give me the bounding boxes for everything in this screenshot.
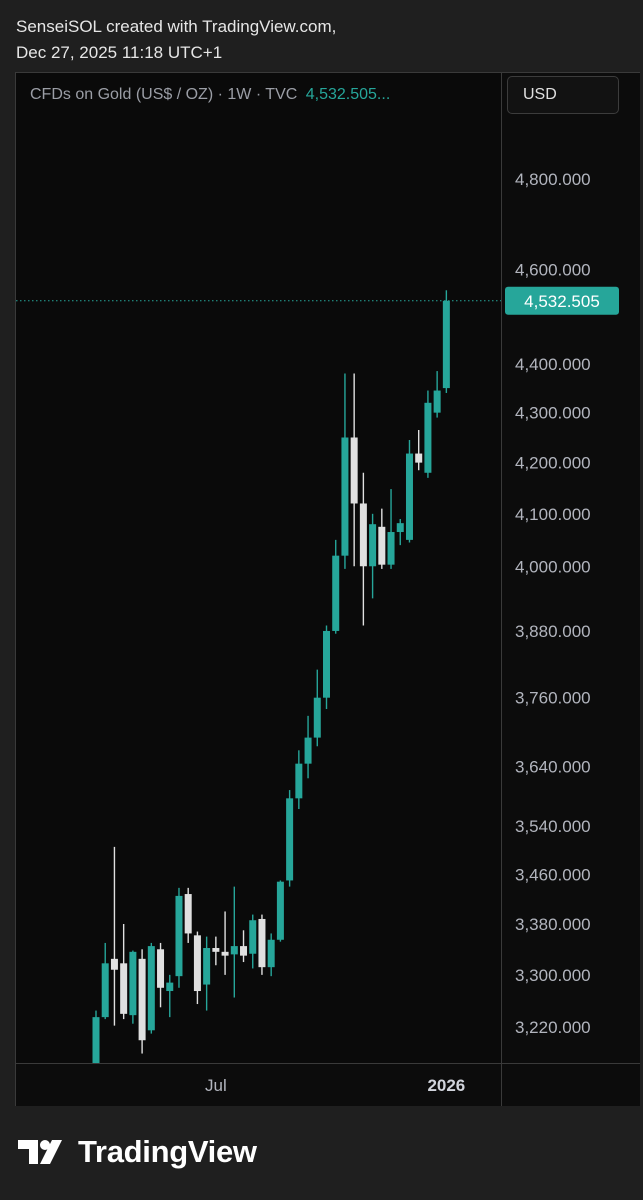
symbol-description: CFDs on Gold (US$ / OZ) · 1W · TVC [30,86,298,103]
candle-body [396,523,404,533]
candle-body [221,951,229,956]
attribution-line-1: SenseiSOL created with TradingView.com, [16,17,337,36]
candle-body [276,881,284,940]
candle-body [313,697,321,738]
last-price-badge [505,286,619,315]
legend-price: 4,532.505... [305,86,391,103]
price-tick-label: 4,800.000 [515,170,591,189]
candle-body [92,1017,100,1063]
time-axis[interactable] [16,1063,501,1106]
price-tick-label: 4,600.000 [515,260,591,279]
candle-body [359,503,367,567]
candle-body [350,437,358,504]
candle-body [267,939,275,968]
candle-body [369,524,377,567]
attribution-timestamp: Dec 27, 2025 11:18 UTC+1 [16,43,223,62]
candle-body [258,918,266,968]
last-price-label: 4,532.505 [524,292,600,311]
price-tick-label: 3,220.000 [515,1018,591,1037]
price-tick-label: 4,000.000 [515,557,591,576]
candle-body [295,763,303,799]
candle-body [157,949,165,988]
price-tick-label: 3,380.000 [515,915,591,934]
candle-body [175,895,183,977]
symbol-legend[interactable]: CFDs on Gold (US$ / OZ) · 1W · TVC 4,532… [30,86,390,104]
axis-corner [501,1063,640,1106]
candles-group [92,290,450,1063]
candle-body [193,935,201,992]
candle-body [212,948,220,952]
candle-body [110,958,118,970]
candle-body [286,798,294,881]
candle-body [147,946,155,1031]
price-tick-label: 4,400.000 [515,355,591,374]
price-tick-label: 3,880.000 [515,622,591,641]
tradingview-logo-icon [18,1140,62,1164]
candle-body [304,737,312,764]
tradingview-logo-text: TradingView [78,1134,257,1169]
price-axis[interactable] [501,73,640,1063]
candle-body [129,951,137,1016]
candle-body [433,390,441,413]
candle-body [323,630,330,698]
price-tick-label: 4,300.000 [515,404,591,423]
price-tick-label: 3,460.000 [515,865,591,884]
price-tick-label: 3,760.000 [515,689,591,708]
tradingview-logo: TradingView [18,1134,257,1170]
candle-body [424,402,432,473]
price-tick-label: 4,200.000 [515,454,591,473]
candle-body [249,920,257,954]
candle-body [442,300,450,389]
candle-body [203,948,211,985]
price-tick-label: 3,300.000 [515,966,591,985]
candle-body [405,453,413,540]
candle-body [341,437,349,556]
candle-body [415,453,423,463]
price-tick-label: 3,540.000 [515,817,591,836]
candle-body [230,946,238,955]
candle-body [240,946,248,956]
plot-area[interactable] [16,73,501,1063]
candle-body [332,555,340,631]
time-tick-label: 2026 [427,1076,465,1095]
candle-body [120,963,128,1014]
candle-body [101,963,109,1018]
price-tick-label: 3,640.000 [515,758,591,777]
chart-attribution: SenseiSOL created with TradingView.com, … [16,14,336,66]
candle-body [166,982,174,992]
candle-body [387,532,395,565]
currency-button[interactable]: USD [507,76,619,114]
time-tick-label: Jul [205,1076,227,1095]
candle-body [184,894,192,934]
price-tick-label: 4,100.000 [515,505,591,524]
candle-body [378,526,386,565]
candle-body [138,958,146,1041]
